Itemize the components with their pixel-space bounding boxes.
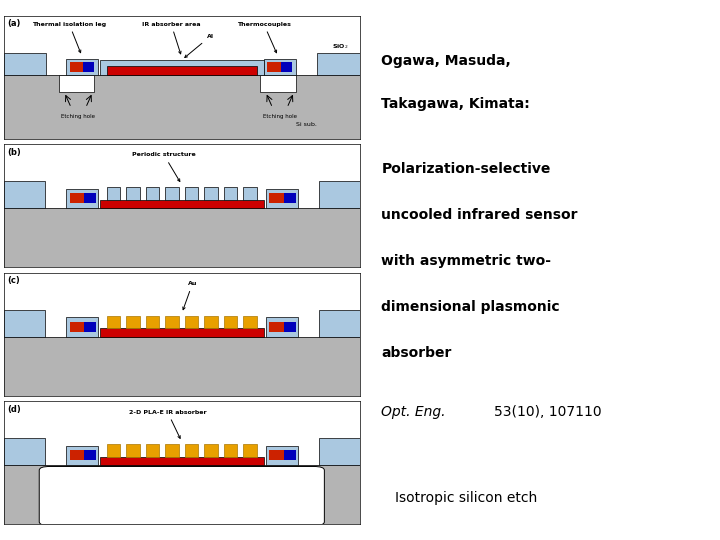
- Bar: [107, 316, 120, 328]
- Bar: [100, 328, 264, 337]
- Text: with asymmetric two-: with asymmetric two-: [382, 254, 552, 268]
- Bar: [260, 75, 296, 92]
- Bar: [107, 66, 256, 75]
- Text: Periodic structure: Periodic structure: [132, 152, 196, 181]
- Text: Ogawa, Masuda,: Ogawa, Masuda,: [382, 54, 511, 68]
- Bar: [266, 446, 297, 465]
- Bar: [264, 59, 296, 75]
- Bar: [284, 193, 296, 203]
- Text: 53(10), 107110: 53(10), 107110: [494, 405, 602, 419]
- Bar: [100, 457, 264, 465]
- Bar: [204, 316, 217, 328]
- Text: Etching hole: Etching hole: [61, 114, 96, 119]
- FancyBboxPatch shape: [40, 467, 324, 525]
- Bar: [59, 75, 94, 92]
- Text: (c): (c): [7, 276, 20, 286]
- Bar: [146, 316, 159, 328]
- Bar: [284, 450, 296, 460]
- Text: IR absorber area: IR absorber area: [142, 22, 200, 54]
- Bar: [243, 187, 256, 200]
- Bar: [166, 444, 179, 457]
- Text: Thermocouples: Thermocouples: [237, 22, 291, 53]
- Bar: [224, 316, 237, 328]
- Bar: [166, 187, 179, 200]
- Bar: [319, 438, 360, 465]
- Text: (a): (a): [7, 19, 21, 29]
- Bar: [4, 52, 46, 75]
- Bar: [66, 446, 98, 465]
- Bar: [224, 444, 237, 457]
- Bar: [4, 337, 360, 396]
- Bar: [107, 187, 120, 200]
- Bar: [266, 188, 297, 208]
- Bar: [4, 208, 360, 267]
- Bar: [281, 62, 292, 72]
- Bar: [319, 309, 360, 337]
- Text: Takagawa, Kimata:: Takagawa, Kimata:: [382, 97, 530, 111]
- Bar: [70, 322, 84, 332]
- Text: (b): (b): [7, 148, 21, 157]
- Bar: [100, 200, 264, 208]
- Bar: [84, 450, 96, 460]
- Text: Si sub.: Si sub.: [296, 122, 317, 126]
- Bar: [66, 317, 98, 337]
- Bar: [269, 450, 284, 460]
- Text: SiO$_2$: SiO$_2$: [332, 43, 348, 51]
- Text: 2-D PLA-E IR absorber: 2-D PLA-E IR absorber: [129, 409, 207, 438]
- Bar: [70, 62, 84, 72]
- Bar: [224, 187, 237, 200]
- Text: Al: Al: [185, 34, 214, 58]
- Text: Isotropic silicon etch: Isotropic silicon etch: [395, 491, 538, 505]
- Bar: [84, 62, 94, 72]
- Bar: [127, 316, 140, 328]
- Bar: [127, 187, 140, 200]
- Bar: [243, 316, 256, 328]
- Bar: [269, 193, 284, 203]
- Bar: [127, 444, 140, 457]
- Bar: [243, 444, 256, 457]
- Bar: [204, 187, 217, 200]
- Bar: [269, 322, 284, 332]
- Bar: [266, 317, 297, 337]
- Bar: [204, 444, 217, 457]
- Bar: [146, 444, 159, 457]
- Bar: [185, 316, 198, 328]
- Text: (d): (d): [7, 405, 21, 414]
- Text: Au: Au: [183, 281, 197, 310]
- Bar: [84, 193, 96, 203]
- Bar: [4, 181, 45, 208]
- Text: dimensional plasmonic: dimensional plasmonic: [382, 300, 560, 314]
- Bar: [166, 316, 179, 328]
- Bar: [4, 438, 45, 465]
- Bar: [107, 444, 120, 457]
- Bar: [267, 62, 281, 72]
- Text: Polarization-selective: Polarization-selective: [382, 162, 551, 176]
- Bar: [4, 309, 45, 337]
- Bar: [84, 322, 96, 332]
- Bar: [70, 193, 84, 203]
- Bar: [66, 188, 98, 208]
- Bar: [4, 75, 360, 139]
- Bar: [185, 187, 198, 200]
- Bar: [284, 322, 296, 332]
- Text: Etching hole: Etching hole: [263, 114, 297, 119]
- Bar: [185, 444, 198, 457]
- Text: absorber: absorber: [382, 346, 451, 360]
- Bar: [319, 181, 360, 208]
- Text: uncooled infrared sensor: uncooled infrared sensor: [382, 208, 578, 222]
- Bar: [66, 59, 98, 75]
- Text: Thermal isolation leg: Thermal isolation leg: [32, 22, 107, 53]
- Bar: [4, 465, 360, 524]
- Bar: [100, 60, 264, 75]
- Bar: [70, 450, 84, 460]
- Bar: [318, 52, 360, 75]
- Bar: [146, 187, 159, 200]
- Text: Opt. Eng.: Opt. Eng.: [382, 405, 446, 419]
